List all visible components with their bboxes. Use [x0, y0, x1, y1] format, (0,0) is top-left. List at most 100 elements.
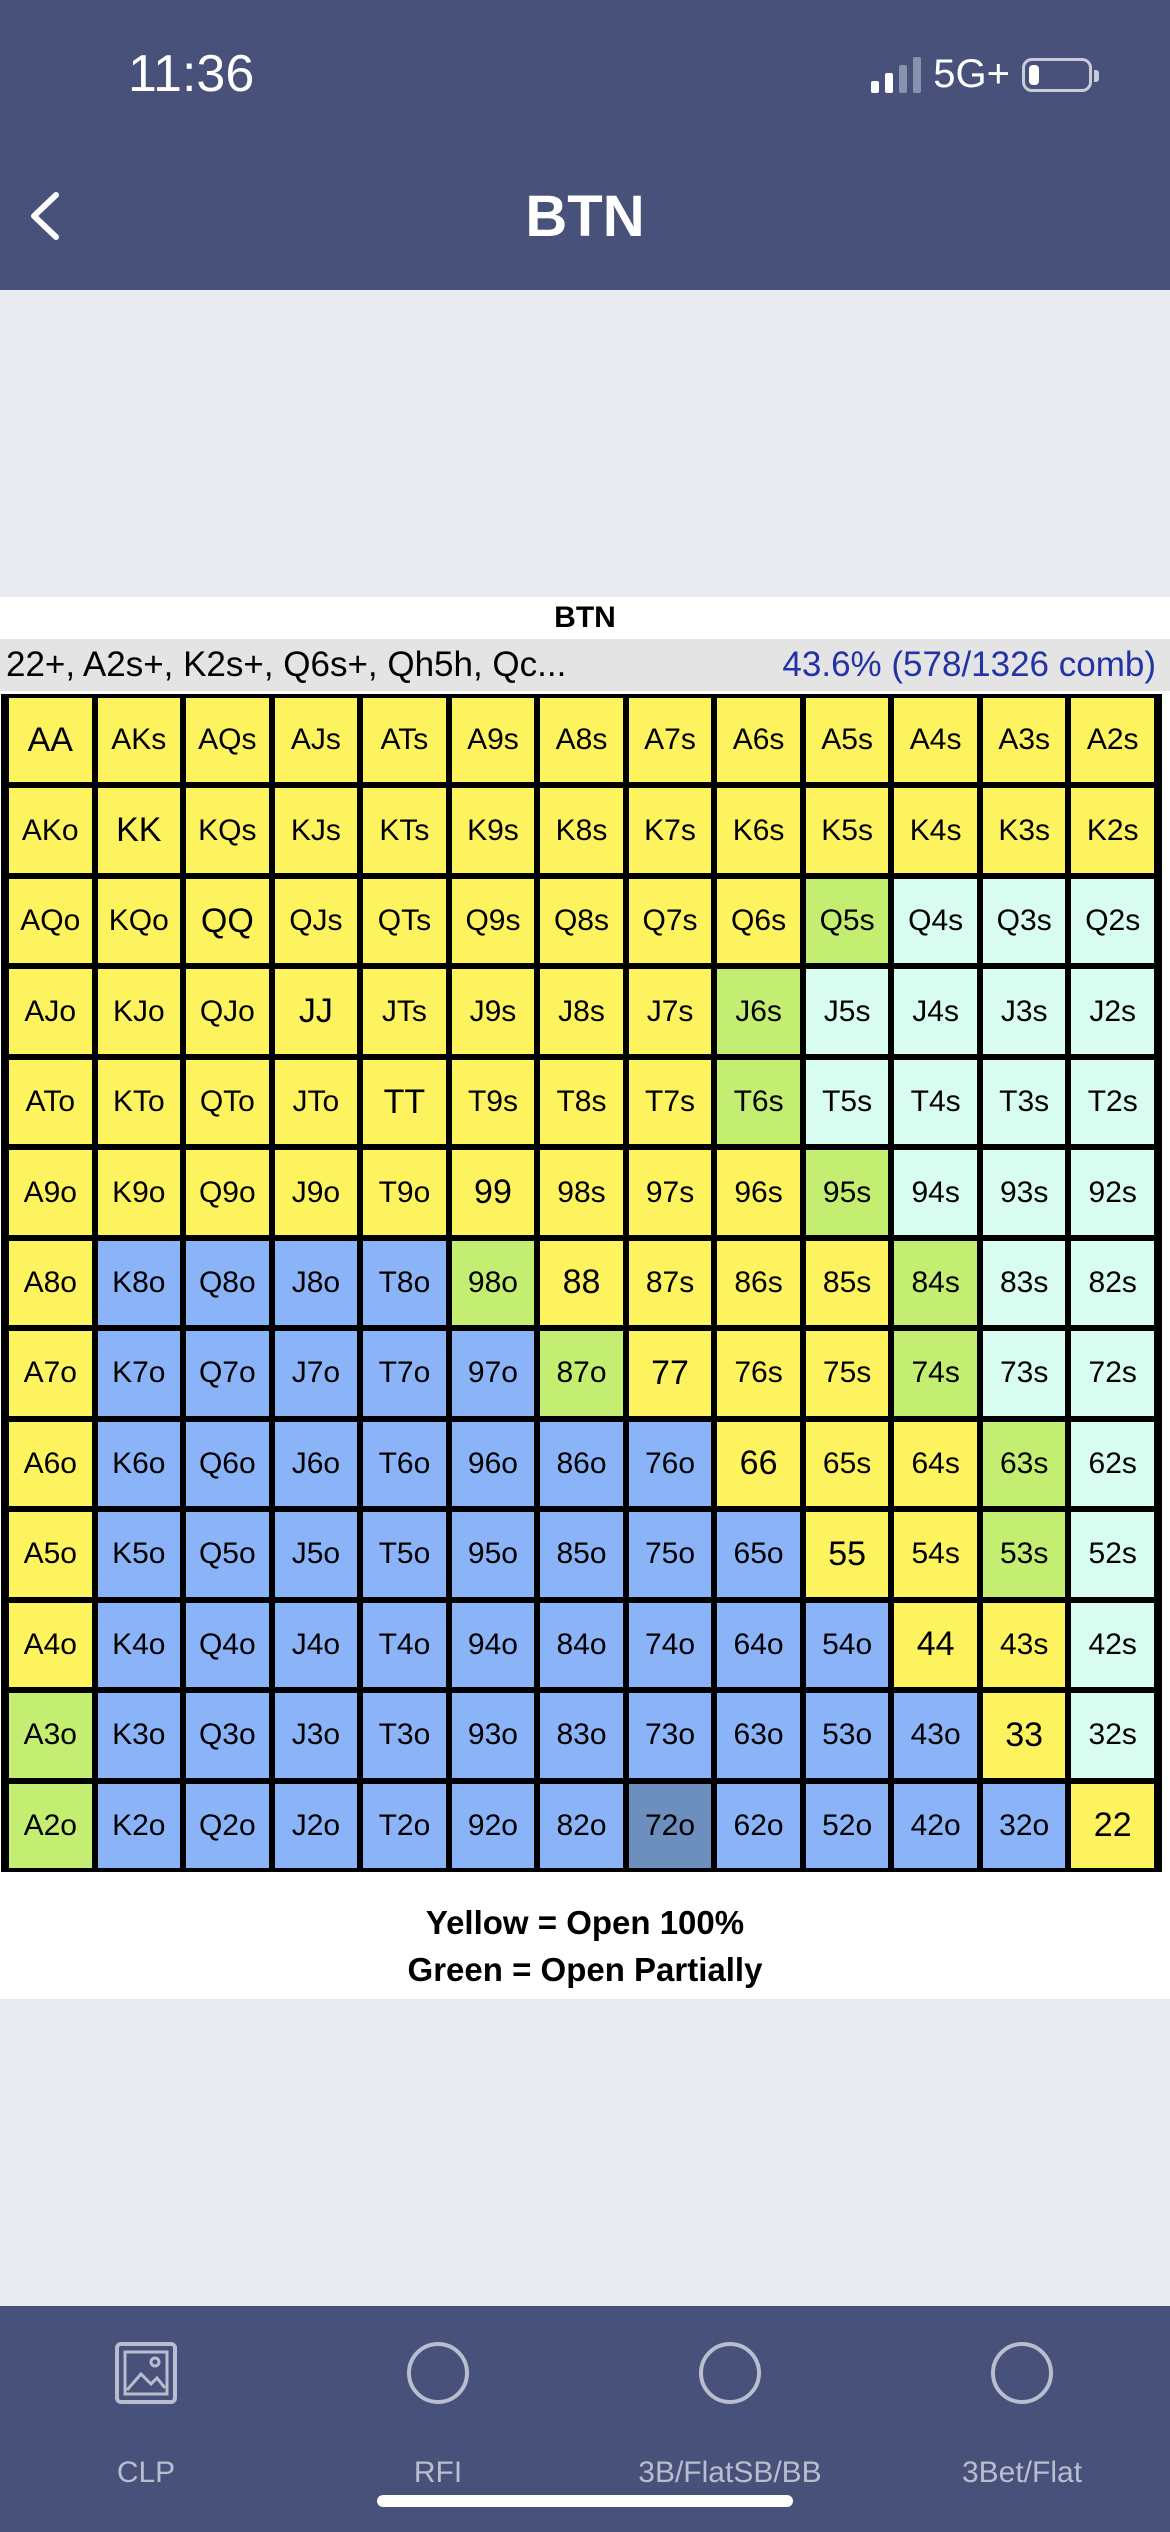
hand-cell: AQs	[186, 698, 269, 783]
hand-cell: AJs	[274, 698, 358, 783]
hand-cell: 75o	[628, 1512, 712, 1597]
hand-cell: 63o	[717, 1693, 800, 1778]
hand-cell: 76o	[628, 1421, 712, 1507]
hand-cell: 62s	[1071, 1421, 1154, 1507]
hand-cell: T8o	[363, 1240, 446, 1326]
hand-cell: 87o	[540, 1331, 623, 1416]
hand-cell: QJs	[274, 878, 358, 964]
hand-cell: 84s	[894, 1240, 977, 1326]
hand-cell: T9o	[363, 1150, 446, 1235]
hand-cell: 94o	[451, 1602, 535, 1688]
tab-3b-flat-sb-bb[interactable]: 3B/FlatSB/BB	[584, 2306, 876, 2532]
hand-cell: J3o	[274, 1693, 358, 1778]
hand-cell: 93o	[451, 1693, 535, 1778]
hand-cell: 42o	[894, 1783, 977, 1868]
tab-rfi[interactable]: RFI	[292, 2306, 584, 2532]
legend: Yellow = Open 100% Green = Open Partiall…	[0, 1899, 1170, 1993]
hand-cell: J9o	[274, 1150, 358, 1235]
legend-green: Green = Open Partially	[407, 1951, 763, 1988]
hand-cell: A7s	[628, 698, 712, 783]
hand-cell: K7o	[97, 1331, 181, 1416]
hand-cell: A7o	[9, 1331, 92, 1416]
range-text: 22+, A2s+, K2s+, Q6s+, Qh5h, Qc...	[6, 645, 567, 684]
hand-cell: Q3o	[186, 1693, 269, 1778]
hand-cell: K6s	[717, 788, 800, 873]
hand-cell: 77	[628, 1331, 712, 1416]
image-icon	[115, 2342, 177, 2404]
hand-cell: 22	[1071, 1783, 1154, 1868]
home-indicator	[377, 2495, 793, 2507]
hand-cell: K4o	[97, 1602, 181, 1688]
hand-cell: K4s	[894, 788, 977, 873]
hand-cell: 43s	[982, 1602, 1066, 1688]
hand-cell: 63s	[982, 1421, 1066, 1507]
hand-cell: 53o	[805, 1693, 889, 1778]
hand-cell: 72s	[1071, 1331, 1154, 1416]
hand-cell: J5s	[805, 969, 889, 1054]
hand-cell: 65s	[805, 1421, 889, 1507]
hand-cell: 97o	[451, 1331, 535, 1416]
tab-clp[interactable]: CLP	[0, 2306, 292, 2532]
page-title: BTN	[525, 184, 645, 249]
hand-cell: J7o	[274, 1331, 358, 1416]
hand-cell: ATs	[363, 698, 446, 783]
hand-cell: Q4o	[186, 1602, 269, 1688]
hand-cell: 83o	[540, 1693, 623, 1778]
hand-cell: T4o	[363, 1602, 446, 1688]
hand-cell: A2s	[1071, 698, 1154, 783]
hand-cell: 95o	[451, 1512, 535, 1597]
network-label: 5G+	[933, 52, 1010, 96]
hand-cell: T6o	[363, 1421, 446, 1507]
hand-cell: J8o	[274, 1240, 358, 1326]
hand-cell: 98s	[540, 1150, 623, 1235]
hand-cell: Q2s	[1071, 878, 1154, 964]
hand-cell: J2s	[1071, 969, 1154, 1054]
hand-cell: TT	[363, 1059, 446, 1145]
hand-cell: QTo	[186, 1059, 269, 1145]
hand-cell: 44	[894, 1602, 977, 1688]
hand-cell: 85s	[805, 1240, 889, 1326]
hand-cell: KTs	[363, 788, 446, 873]
range-chart-image: BTN 22+, A2s+, K2s+, Q6s+, Qh5h, Qc... 4…	[0, 597, 1170, 1999]
hand-cell: A8s	[540, 698, 623, 783]
hand-cell: Q5s	[805, 878, 889, 964]
tab-bar: CLP RFI 3B/FlatSB/BB 3Bet/Flat	[0, 2306, 1170, 2532]
hand-cell: T3o	[363, 1693, 446, 1778]
hand-cell: 65o	[717, 1512, 800, 1597]
hand-cell: 64s	[894, 1421, 977, 1507]
hand-cell: 54o	[805, 1602, 889, 1688]
hand-cell: A2o	[9, 1783, 92, 1868]
hand-cell: 74s	[894, 1331, 977, 1416]
tab-3bet-flat[interactable]: 3Bet/Flat	[876, 2306, 1168, 2532]
hand-cell: 92s	[1071, 1150, 1154, 1235]
hand-cell: A6s	[717, 698, 800, 783]
status-indicators: 5G+	[871, 52, 1099, 97]
hand-cell: K2o	[97, 1783, 181, 1868]
hand-cell: 96s	[717, 1150, 800, 1235]
status-time: 11:36	[128, 45, 255, 103]
hand-cell: Q7o	[186, 1331, 269, 1416]
hand-cell: K8o	[97, 1240, 181, 1326]
hand-cell: AJo	[9, 969, 92, 1054]
range-percent: 43.6% (578/1326 comb)	[782, 645, 1156, 684]
hand-cell: 88	[540, 1240, 623, 1326]
hand-cell: A5o	[9, 1512, 92, 1597]
hand-cell: 43o	[894, 1693, 977, 1778]
hand-cell: JJ	[274, 969, 358, 1054]
hand-cell: J6s	[717, 969, 800, 1054]
hand-cell: Q9o	[186, 1150, 269, 1235]
hand-cell: 32s	[1071, 1693, 1154, 1778]
hand-cell: 85o	[540, 1512, 623, 1597]
back-button[interactable]	[20, 175, 80, 255]
hand-grid-frame: AA AKs AQs AJs ATs A9s A8s A7s A6s A5s A4s A3s A2s AK…	[1, 694, 1162, 1872]
hand-cell: T5s	[805, 1059, 889, 1145]
battery-icon	[1022, 57, 1099, 92]
hand-cell: ATo	[9, 1059, 92, 1145]
circle-icon	[407, 2342, 469, 2404]
tab-label: 3Bet/Flat	[961, 2456, 1083, 2489]
hand-cell: JTs	[363, 969, 446, 1054]
hand-cell: J8s	[540, 969, 623, 1054]
hand-cell: T9s	[451, 1059, 535, 1145]
tab-label: CLP	[116, 2456, 176, 2489]
hand-cell: KQs	[186, 788, 269, 873]
